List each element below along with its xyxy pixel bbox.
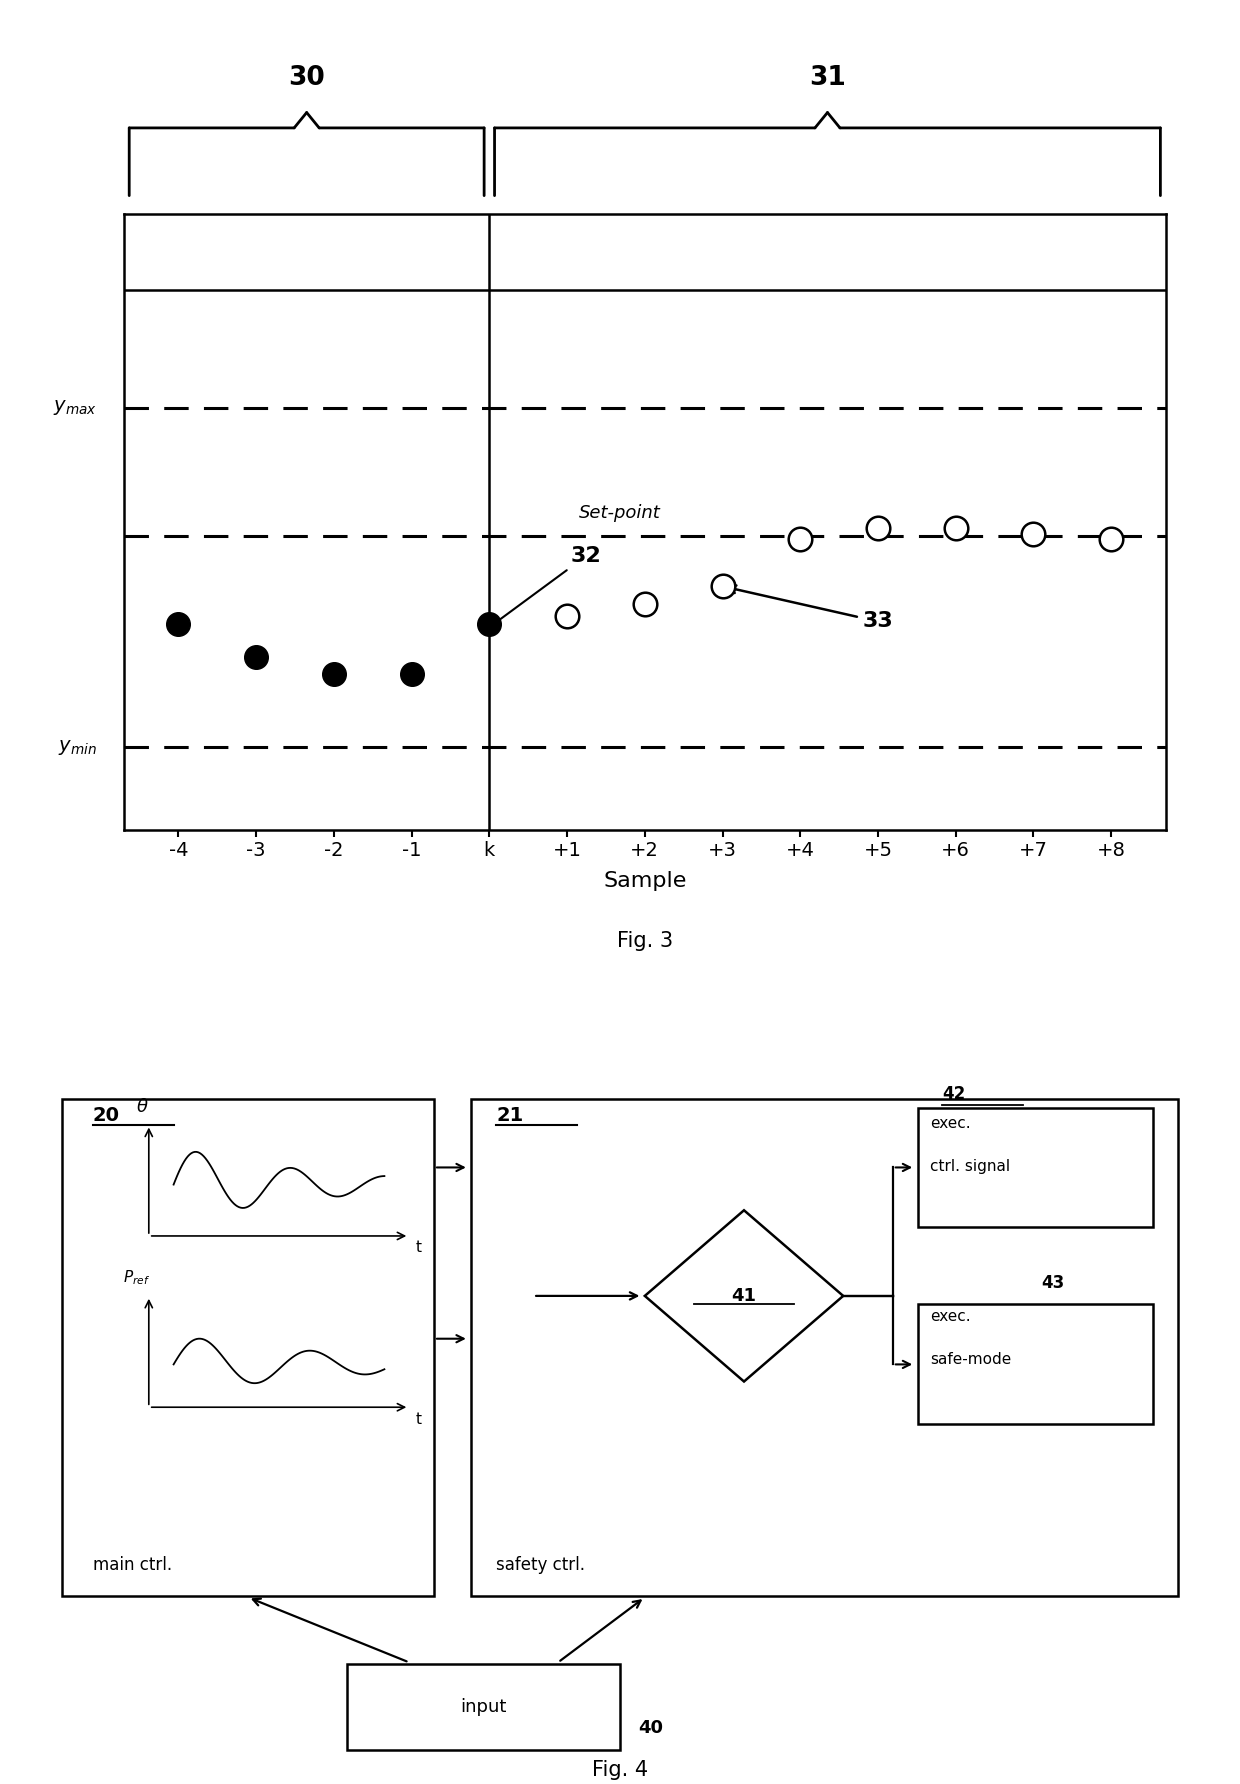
Text: ctrl. signal: ctrl. signal bbox=[930, 1160, 1011, 1174]
Text: $P_{ref}$: $P_{ref}$ bbox=[123, 1268, 150, 1288]
Text: input: input bbox=[460, 1698, 507, 1716]
Text: $\theta$: $\theta$ bbox=[136, 1099, 149, 1117]
Text: 42: 42 bbox=[942, 1085, 966, 1103]
Text: safety ctrl.: safety ctrl. bbox=[496, 1556, 585, 1573]
Text: 41: 41 bbox=[732, 1286, 756, 1304]
Text: main ctrl.: main ctrl. bbox=[93, 1556, 172, 1573]
Text: $y_{min}$: $y_{min}$ bbox=[58, 739, 97, 756]
Text: 30: 30 bbox=[288, 64, 325, 91]
Text: Fig. 3: Fig. 3 bbox=[616, 931, 673, 951]
Text: 32: 32 bbox=[496, 546, 601, 623]
Text: Fig. 4: Fig. 4 bbox=[591, 1759, 649, 1780]
Text: exec.: exec. bbox=[930, 1309, 971, 1324]
Bar bbox=[918, 1108, 1153, 1227]
X-axis label: Sample: Sample bbox=[603, 871, 687, 892]
Polygon shape bbox=[645, 1210, 843, 1381]
Bar bbox=[62, 1099, 434, 1595]
Text: 43: 43 bbox=[1042, 1274, 1065, 1292]
Text: 40: 40 bbox=[639, 1720, 663, 1738]
Text: safe-mode: safe-mode bbox=[930, 1352, 1012, 1367]
Text: t: t bbox=[415, 1240, 422, 1256]
Text: t: t bbox=[415, 1411, 422, 1427]
Bar bbox=[471, 1099, 1178, 1595]
Text: 33: 33 bbox=[728, 585, 893, 632]
Text: exec.: exec. bbox=[930, 1117, 971, 1131]
Text: Set-point: Set-point bbox=[579, 503, 661, 521]
Bar bbox=[347, 1664, 620, 1750]
Text: 20: 20 bbox=[93, 1106, 120, 1124]
Text: 21: 21 bbox=[496, 1106, 523, 1124]
Bar bbox=[918, 1304, 1153, 1424]
Text: $y_{max}$: $y_{max}$ bbox=[53, 398, 97, 417]
Text: 31: 31 bbox=[808, 64, 846, 91]
